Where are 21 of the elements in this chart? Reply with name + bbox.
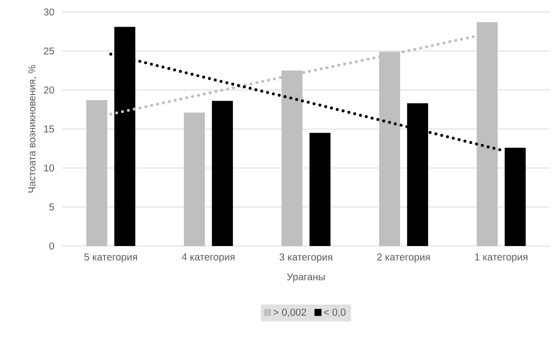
y-tick-label: 25: [44, 47, 54, 55]
x-axis-title: Ураганы: [286, 273, 325, 282]
y-tick-label: 0: [49, 242, 54, 250]
y-tick-label: 20: [44, 86, 54, 94]
y-tick-label: 5: [49, 204, 54, 210]
y-tick-label: 15: [44, 126, 54, 132]
bar: [86, 100, 108, 246]
x-tick-label: 5 категория: [84, 254, 137, 262]
y-tick-label: 10: [44, 164, 54, 172]
x-tick-label: 1 категория: [475, 254, 528, 262]
bar: [212, 100, 233, 246]
x-tick-label: 2 категория: [377, 254, 430, 263]
x-tick-label: 3 категория: [280, 254, 332, 263]
y-tick-label: 30: [44, 8, 54, 16]
bar: [184, 112, 205, 246]
bar: [310, 132, 331, 246]
x-tick-label: 4 категория: [182, 254, 235, 262]
bar: [504, 148, 526, 246]
legend-label: < 0,0: [324, 308, 346, 317]
legend-label: > 0,002: [274, 308, 306, 317]
y-axis-title: Частоата возникновения, %: [28, 65, 37, 192]
